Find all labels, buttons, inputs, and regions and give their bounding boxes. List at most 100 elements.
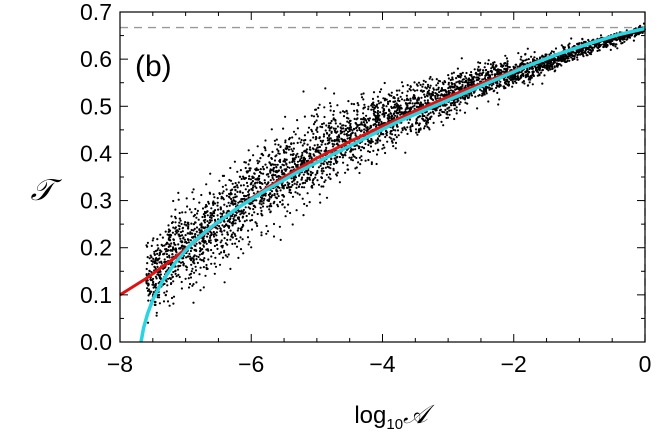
scatter-point — [147, 299, 150, 302]
scatter-point — [160, 262, 163, 265]
scatter-point — [394, 141, 398, 144]
scatter-point — [434, 94, 437, 98]
scatter-point — [240, 229, 243, 232]
scatter-point — [202, 226, 205, 229]
scatter-point — [396, 129, 400, 132]
scatter-point — [312, 115, 316, 118]
scatter-point — [518, 78, 521, 81]
scatter-point — [376, 141, 379, 144]
scatter-point — [308, 148, 311, 151]
scatter-point — [474, 71, 478, 74]
scatter-point — [500, 64, 503, 67]
scatter-point — [427, 112, 430, 115]
scatter-point — [177, 273, 180, 276]
scatter-point — [562, 54, 565, 57]
scatter-point — [145, 280, 148, 283]
scatter-point — [208, 219, 212, 222]
scatter-point — [329, 160, 332, 163]
scatter-point — [232, 199, 235, 202]
scatter-point — [549, 62, 552, 66]
scatter-point — [469, 78, 472, 82]
scatter-point — [350, 156, 353, 159]
scatter-point — [632, 39, 636, 42]
scatter-point — [260, 209, 263, 212]
scatter-point — [604, 41, 607, 44]
scatter-point — [319, 152, 322, 155]
scatter-point — [246, 185, 249, 188]
scatter-point — [377, 148, 380, 151]
scatter-point — [458, 82, 461, 85]
scatter-point — [185, 256, 188, 259]
scatter-point — [157, 247, 160, 250]
scatter-point — [324, 143, 327, 146]
scatter-point — [409, 125, 412, 128]
scatter-point — [498, 84, 502, 87]
scatter-point — [259, 196, 262, 199]
scatter-point — [363, 125, 366, 128]
scatter-point — [178, 275, 181, 279]
scatter-point — [313, 121, 317, 124]
scatter-point — [236, 184, 239, 187]
scatter-point — [349, 134, 352, 137]
y-axis-label: 𝒯 — [31, 174, 63, 207]
scatter-point — [370, 108, 373, 111]
scatter-point — [436, 82, 440, 85]
scatter-point — [319, 125, 322, 128]
scatter-point — [323, 180, 326, 184]
scatter-point — [168, 277, 171, 280]
scatter-point — [593, 46, 596, 49]
scatter-point — [244, 211, 247, 214]
scatter-point — [212, 233, 215, 236]
scatter-point — [383, 81, 386, 85]
scatter-point — [249, 207, 252, 210]
scatter-point — [466, 102, 469, 105]
scatter-point — [362, 116, 365, 119]
scatter-point — [320, 169, 323, 172]
scatter-point — [326, 139, 329, 142]
scatter-point — [233, 233, 236, 236]
scatter-point — [205, 267, 208, 271]
scatter-point — [153, 300, 156, 303]
scatter-point — [240, 198, 243, 201]
scatter-point — [269, 192, 272, 195]
scatter-point — [276, 148, 279, 151]
scatter-point — [146, 241, 149, 244]
scatter-point — [506, 80, 509, 83]
scatter-point — [252, 192, 255, 195]
scatter-point — [256, 212, 259, 216]
scatter-point — [439, 105, 442, 108]
scatter-point — [197, 218, 200, 221]
scatter-point — [293, 182, 296, 185]
scatter-point — [209, 172, 212, 175]
scatter-point — [191, 191, 194, 194]
scatter-point — [569, 53, 573, 57]
scatter-point — [209, 241, 212, 244]
scatter-point — [443, 103, 446, 106]
scatter-point — [217, 208, 220, 211]
scatter-point — [444, 94, 447, 97]
scatter-point — [464, 96, 467, 99]
scatter-point — [225, 194, 228, 197]
scatter-point — [184, 265, 187, 268]
scatter-point — [362, 121, 365, 124]
scatter-point — [187, 232, 190, 235]
scatter-point — [244, 166, 247, 170]
scatter-point — [229, 166, 232, 170]
scatter-point — [434, 96, 437, 99]
x-tick-label: 0 — [639, 351, 652, 377]
scatter-point — [341, 153, 344, 156]
scatter-point — [227, 219, 230, 222]
scatter-point — [259, 168, 262, 171]
scatter-point — [313, 154, 316, 157]
scatter-point — [202, 240, 205, 243]
scatter-point — [247, 149, 250, 152]
scatter-point — [281, 203, 284, 206]
scatter-point — [258, 177, 261, 180]
scatter-point — [158, 302, 161, 305]
scatter-point — [265, 224, 268, 228]
scatter-point — [306, 192, 309, 195]
scatter-point — [598, 45, 602, 48]
scatter-point — [332, 113, 335, 116]
scatter-point — [194, 265, 197, 268]
scatter-point — [272, 235, 276, 238]
